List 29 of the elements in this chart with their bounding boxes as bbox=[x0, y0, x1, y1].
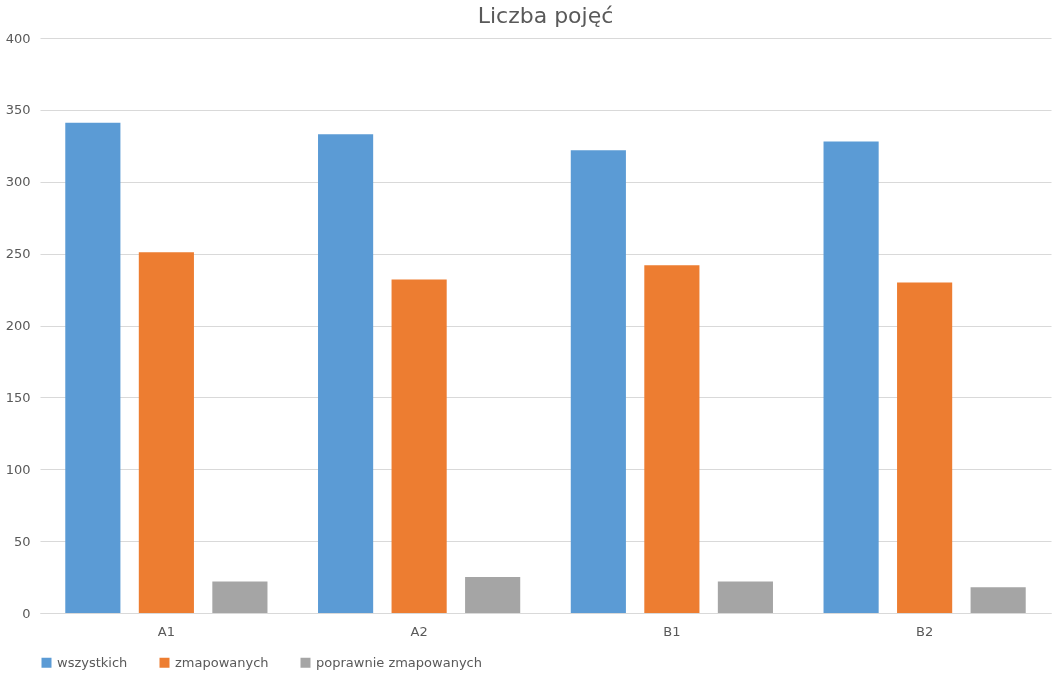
x-tick-label: A1 bbox=[157, 623, 175, 639]
bar bbox=[970, 587, 1026, 613]
bar bbox=[65, 122, 121, 613]
legend-label: poprawnie zmapowanych bbox=[316, 654, 482, 670]
x-tick-label: B2 bbox=[916, 623, 934, 639]
bar bbox=[570, 150, 626, 613]
bar bbox=[823, 141, 879, 613]
y-tick-label: 200 bbox=[5, 318, 31, 333]
legend-label: zmapowanych bbox=[175, 654, 269, 670]
bar bbox=[897, 282, 953, 613]
y-tick-label: 300 bbox=[5, 174, 31, 190]
y-tick-label: 350 bbox=[5, 102, 31, 118]
y-tick-label: 50 bbox=[13, 533, 31, 549]
bar bbox=[465, 577, 521, 613]
chart-title: Liczba pojęć bbox=[477, 3, 614, 28]
bar bbox=[391, 279, 447, 613]
legend-label: wszystkich bbox=[57, 654, 128, 670]
y-tick-label: 150 bbox=[5, 389, 31, 405]
bar bbox=[318, 134, 374, 613]
y-tick-label: 0 bbox=[22, 605, 31, 621]
bar bbox=[644, 265, 700, 613]
x-tick-label: A2 bbox=[410, 623, 428, 639]
y-tick-label: 250 bbox=[5, 246, 31, 262]
y-tick-label: 100 bbox=[5, 461, 31, 477]
y-tick-label: 400 bbox=[5, 30, 31, 46]
bar bbox=[717, 581, 773, 613]
bar bbox=[138, 252, 194, 613]
x-tick-label: B1 bbox=[663, 623, 681, 639]
bar bbox=[212, 581, 268, 613]
